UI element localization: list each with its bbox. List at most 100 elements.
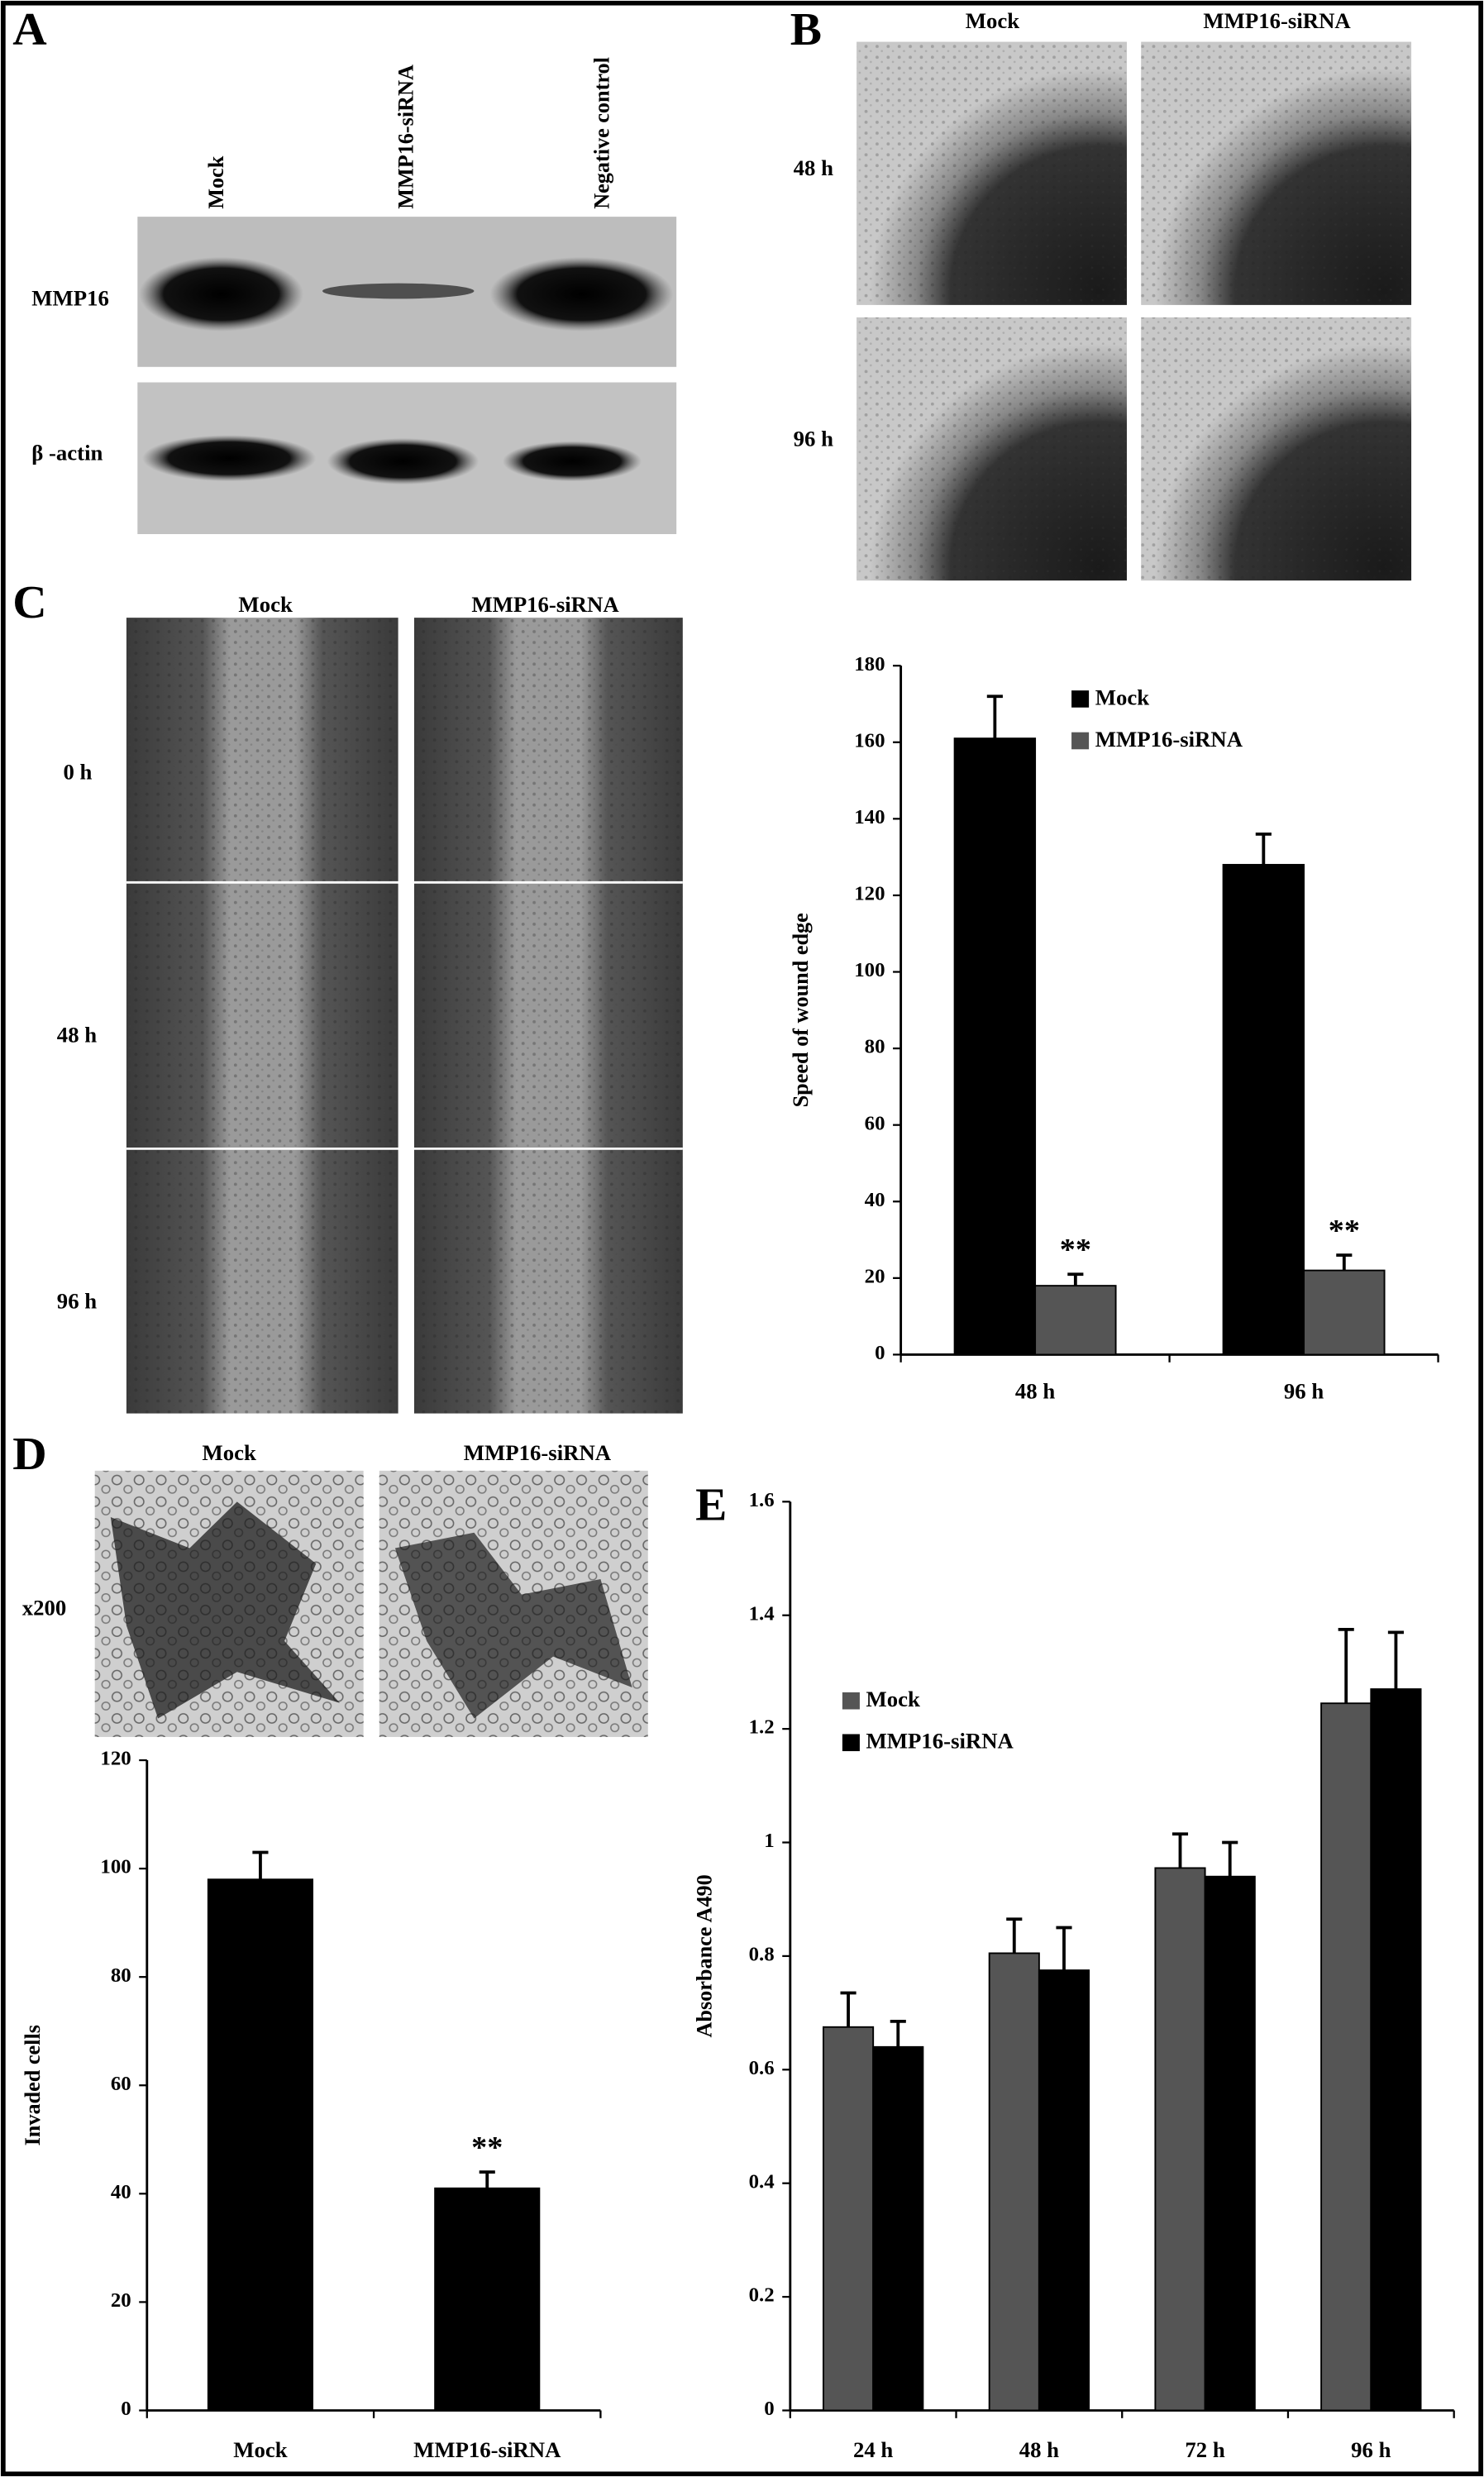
row-label: 48 h (57, 1023, 98, 1048)
x-tick-label: 48 h (1015, 1379, 1056, 1404)
error-bar (252, 1850, 269, 1880)
y-tick-label: 40 (865, 1189, 885, 1211)
legend-swatch (1071, 690, 1090, 708)
column-label: MMP16-siRNA (464, 1440, 611, 1465)
wound-images (126, 618, 683, 1414)
column-label: MMP16-siRNA (1203, 8, 1350, 33)
bar (1204, 1875, 1256, 2412)
lane-label: Mock (203, 155, 228, 208)
row-label: 96 h (794, 427, 834, 451)
y-tick-label: 60 (111, 2073, 131, 2095)
legend-swatch (842, 1734, 860, 1752)
y-tick-label: 160 (854, 730, 885, 752)
y-tick-label: 0.4 (749, 2170, 775, 2193)
error-bar (1255, 832, 1272, 865)
bar (1222, 863, 1305, 1356)
y-tick-label: 20 (865, 1266, 885, 1288)
bar (953, 737, 1037, 1356)
error-bar (1006, 1917, 1023, 1954)
x-tick-label: 96 h (1284, 1379, 1324, 1404)
y-tick-label: 1.4 (749, 1603, 775, 1625)
micrographs (857, 41, 1412, 581)
blot-band (489, 256, 674, 332)
y-tick-label: 100 (854, 959, 885, 981)
lane-label: MMP16-siRNA (393, 64, 418, 209)
y-axis-label: Absorbance A490 (691, 1874, 716, 2037)
y-tick-label: 80 (865, 1036, 885, 1058)
y-tick-label: 180 (854, 653, 885, 675)
bar (1154, 1867, 1206, 2412)
error-bar (1387, 1630, 1404, 1690)
x-tick-label: MMP16-siRNA (413, 2437, 561, 2462)
error-bar (890, 2020, 906, 2047)
column-label: Mock (966, 8, 1020, 33)
legend-swatch (842, 1692, 860, 1710)
column-label: Mock (202, 1440, 256, 1465)
column-label: Mock (238, 592, 293, 617)
bar (1370, 1688, 1422, 2412)
panel-label: C (12, 576, 46, 628)
y-tick-label: 1 (764, 1830, 774, 1852)
blot-row-label: MMP16 (31, 286, 109, 311)
lane-label: Negative control (589, 57, 613, 209)
x-tick-label: 24 h (853, 2437, 894, 2462)
x-tick-label: Mock (233, 2437, 288, 2462)
x-tick-label: 72 h (1185, 2437, 1225, 2462)
x-tick-label: 96 h (1351, 2437, 1391, 2462)
magnification-label: x200 (22, 1596, 67, 1620)
y-tick-label: 0.2 (749, 2284, 775, 2307)
bar (434, 2187, 541, 2412)
column-label: MMP16-siRNA (471, 592, 618, 617)
y-tick-label: 40 (111, 2181, 131, 2203)
error-bar (1222, 1840, 1238, 1877)
y-tick-label: 0.6 (749, 2057, 775, 2079)
bar (1303, 1269, 1386, 1356)
bar (872, 2045, 924, 2412)
row-label: 48 h (794, 155, 834, 180)
significance-label: ** (471, 2131, 503, 2165)
error-bar (840, 1991, 857, 2027)
y-tick-label: 0 (875, 1342, 885, 1364)
legend-label: Mock (1095, 685, 1150, 710)
y-tick-label: 120 (854, 883, 885, 905)
y-tick-label: 0.8 (749, 1944, 775, 1966)
bar (988, 1952, 1040, 2412)
error-bar (1067, 1272, 1084, 1286)
blot-band (322, 283, 475, 299)
y-tick-label: 0 (121, 2398, 131, 2420)
row-label: 0 h (63, 760, 92, 785)
y-tick-label: 140 (854, 806, 885, 828)
y-tick-label: 0 (764, 2398, 774, 2420)
error-bar (1336, 1253, 1353, 1271)
y-tick-label: 60 (865, 1112, 885, 1134)
panel-label: E (695, 1479, 727, 1530)
y-tick-label: 80 (111, 1964, 131, 1987)
row-label: 96 h (57, 1289, 98, 1314)
legend-label: MMP16-siRNA (1095, 727, 1243, 752)
x-tick-label: 48 h (1019, 2437, 1060, 2462)
blot-band (139, 256, 304, 332)
error-bar (1338, 1628, 1354, 1704)
bar (822, 2026, 875, 2412)
blot-row-label: β -actin (31, 441, 103, 465)
bar (1038, 1969, 1090, 2412)
invasion-images (94, 1470, 648, 1737)
error-bar (1171, 1832, 1189, 1868)
blot-band (502, 441, 642, 482)
legend-swatch (1071, 732, 1090, 750)
blot-band (142, 435, 317, 482)
y-tick-label: 100 (100, 1856, 131, 1878)
error-bar (1056, 1926, 1072, 1971)
y-tick-label: 1.6 (749, 1489, 775, 1511)
y-axis-label: Invaded cells (20, 2025, 45, 2145)
bar (1034, 1285, 1117, 1356)
panel-label: A (12, 4, 46, 55)
y-axis-label: Speed of wound edge (788, 913, 813, 1107)
blot-band (327, 437, 480, 485)
bar (207, 1878, 313, 2412)
legend-label: Mock (866, 1687, 921, 1711)
y-tick-label: 1.2 (749, 1716, 775, 1739)
error-bar (479, 2170, 495, 2188)
legend-label: MMP16-siRNA (866, 1729, 1014, 1754)
